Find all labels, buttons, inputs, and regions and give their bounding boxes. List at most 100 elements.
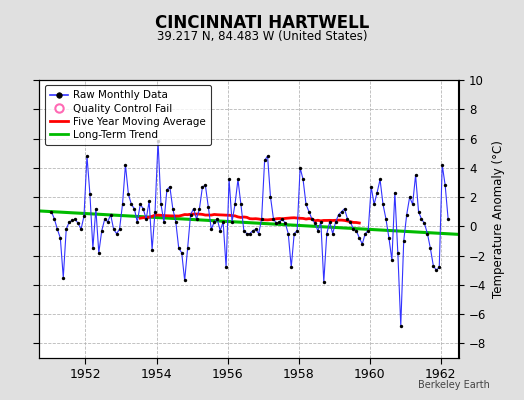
Point bbox=[86, 191, 94, 197]
Point bbox=[59, 274, 68, 281]
Point bbox=[423, 230, 432, 237]
Point bbox=[115, 226, 124, 232]
Point bbox=[358, 241, 366, 247]
Point bbox=[151, 208, 159, 215]
Point bbox=[136, 201, 145, 208]
Point bbox=[411, 172, 420, 178]
Point bbox=[296, 164, 304, 171]
Point bbox=[110, 226, 118, 232]
Point bbox=[71, 216, 79, 222]
Point bbox=[364, 228, 373, 234]
Point bbox=[121, 162, 129, 168]
Point bbox=[192, 216, 201, 222]
Point bbox=[95, 250, 103, 256]
Point bbox=[266, 194, 275, 200]
Point bbox=[314, 228, 322, 234]
Point bbox=[239, 228, 248, 234]
Point bbox=[373, 190, 381, 196]
Y-axis label: Temperature Anomaly (°C): Temperature Anomaly (°C) bbox=[492, 140, 505, 298]
Point bbox=[169, 206, 177, 212]
Point bbox=[379, 201, 387, 208]
Point bbox=[414, 208, 423, 215]
Point bbox=[417, 216, 425, 222]
Point bbox=[399, 238, 408, 244]
Point bbox=[180, 277, 189, 284]
Point bbox=[376, 176, 384, 183]
Point bbox=[47, 208, 56, 215]
Point bbox=[284, 230, 292, 237]
Point bbox=[332, 219, 340, 225]
Point bbox=[74, 220, 82, 226]
Point bbox=[207, 226, 215, 232]
Point bbox=[166, 184, 174, 190]
Point bbox=[275, 219, 283, 225]
Point bbox=[213, 216, 222, 222]
Point bbox=[272, 220, 281, 226]
Point bbox=[269, 216, 278, 222]
Text: Berkeley Earth: Berkeley Earth bbox=[418, 380, 490, 390]
Point bbox=[92, 206, 100, 212]
Point bbox=[62, 226, 70, 232]
Point bbox=[316, 219, 325, 225]
Point bbox=[341, 206, 349, 212]
Point bbox=[183, 245, 192, 252]
Point bbox=[325, 219, 334, 225]
Point bbox=[178, 250, 186, 256]
Point bbox=[432, 267, 441, 274]
Point bbox=[406, 194, 414, 200]
Point bbox=[157, 201, 165, 208]
Point bbox=[222, 264, 230, 270]
Point bbox=[435, 264, 443, 270]
Point bbox=[408, 201, 417, 208]
Point bbox=[187, 212, 195, 218]
Point bbox=[355, 235, 364, 241]
Point bbox=[130, 206, 138, 212]
Point bbox=[237, 201, 245, 208]
Point bbox=[228, 219, 236, 225]
Point bbox=[320, 279, 328, 285]
Point bbox=[343, 216, 352, 222]
Point bbox=[148, 246, 156, 253]
Point bbox=[308, 216, 316, 222]
Point bbox=[189, 206, 198, 212]
Point bbox=[171, 219, 180, 225]
Point bbox=[346, 219, 355, 225]
Point bbox=[154, 138, 162, 145]
Point bbox=[388, 257, 396, 263]
Point bbox=[420, 220, 429, 226]
Point bbox=[429, 263, 438, 269]
Point bbox=[124, 191, 133, 197]
Point bbox=[65, 219, 73, 225]
Point bbox=[290, 230, 298, 237]
Point bbox=[361, 230, 369, 237]
Point bbox=[106, 212, 115, 218]
Point bbox=[142, 216, 150, 222]
Point bbox=[231, 201, 239, 208]
Point bbox=[370, 201, 378, 208]
Point bbox=[145, 198, 154, 205]
Point bbox=[56, 235, 64, 241]
Point bbox=[160, 219, 168, 225]
Point bbox=[101, 216, 109, 222]
Point bbox=[210, 219, 219, 225]
Point bbox=[444, 216, 452, 222]
Point bbox=[287, 264, 296, 270]
Point bbox=[391, 190, 399, 196]
Point bbox=[216, 228, 224, 234]
Point bbox=[133, 219, 141, 225]
Point bbox=[50, 216, 59, 222]
Point bbox=[118, 201, 127, 208]
Point bbox=[349, 226, 357, 232]
Point bbox=[174, 245, 183, 252]
Point bbox=[385, 235, 393, 241]
Point bbox=[352, 228, 361, 234]
Point bbox=[163, 186, 171, 193]
Point bbox=[127, 201, 136, 208]
Text: 39.217 N, 84.483 W (United States): 39.217 N, 84.483 W (United States) bbox=[157, 30, 367, 43]
Point bbox=[104, 219, 112, 225]
Point bbox=[337, 208, 346, 215]
Point bbox=[243, 230, 251, 237]
Point bbox=[77, 226, 85, 232]
Point bbox=[302, 201, 310, 208]
Point bbox=[281, 220, 289, 226]
